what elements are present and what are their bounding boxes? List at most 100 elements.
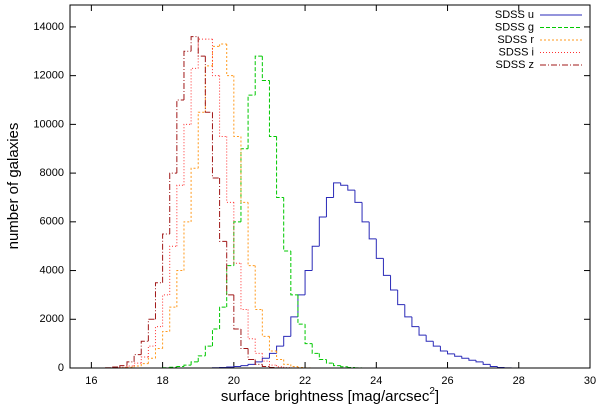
histogram-step	[233, 221, 241, 266]
histogram-step	[461, 356, 469, 359]
histogram-step	[354, 190, 363, 203]
histogram-step	[240, 365, 249, 367]
histogram-step	[190, 361, 199, 366]
x-axis-label: surface brightness [mag/arcsec2]	[221, 386, 439, 405]
histogram-step	[204, 65, 213, 113]
histogram-step	[176, 99, 184, 174]
histogram-step	[247, 363, 256, 366]
histogram-step	[261, 364, 270, 368]
histogram-step	[261, 309, 270, 337]
histogram-step	[211, 112, 220, 179]
histogram-step	[325, 359, 334, 364]
histogram-step	[190, 167, 199, 222]
histogram-step	[340, 182, 348, 186]
histogram-step	[325, 196, 334, 217]
histogram-step	[126, 365, 135, 368]
x-tick-label: 28	[513, 375, 525, 387]
histogram-step	[318, 353, 327, 360]
histogram-step	[382, 258, 391, 276]
histogram-step	[340, 365, 348, 368]
y-tick-label: 10000	[33, 118, 64, 130]
histogram-step	[176, 270, 184, 308]
histogram-step	[268, 366, 277, 369]
histogram-step	[133, 365, 142, 368]
histogram-step	[219, 177, 227, 242]
histogram-step	[140, 356, 149, 364]
histogram-step	[361, 202, 370, 223]
histogram-step	[261, 353, 270, 362]
histogram-step	[439, 346, 448, 352]
histogram-step	[233, 202, 241, 264]
legend-label: SDSS z	[495, 59, 534, 71]
histogram-step	[183, 221, 192, 271]
histogram-step	[276, 345, 284, 354]
x-tick-label: 16	[85, 375, 97, 387]
histogram-step	[333, 363, 341, 367]
x-axis-label-superscript: 2	[429, 386, 435, 397]
histogram-step	[226, 241, 234, 296]
histogram-step	[468, 358, 477, 361]
histogram-step	[147, 345, 156, 358]
histogram-step	[183, 50, 192, 101]
histogram-step	[176, 184, 184, 247]
histogram-step	[347, 366, 355, 369]
histogram-step	[261, 56, 270, 82]
histogram-step	[226, 265, 234, 308]
histogram-step	[411, 316, 420, 328]
histogram-step	[190, 67, 199, 125]
histogram-step	[211, 328, 220, 347]
histogram-step	[119, 365, 127, 368]
histogram-step	[219, 43, 227, 47]
histogram-step	[297, 294, 306, 317]
histogram-step	[368, 221, 377, 240]
histogram-step	[268, 361, 277, 366]
histogram-step	[190, 36, 199, 52]
histogram-step	[254, 265, 263, 311]
histogram-step	[197, 355, 206, 362]
histogram-step	[276, 136, 284, 198]
x-tick-label: 24	[370, 375, 382, 387]
x-tick-label: 30	[584, 375, 596, 387]
histogram-step	[254, 55, 263, 96]
y-axis-label: number of galaxies	[5, 123, 22, 250]
histogram-step	[276, 365, 284, 368]
histogram-step	[254, 338, 263, 354]
y-tick-label: 0	[58, 362, 64, 374]
histogram-step	[454, 353, 462, 357]
histogram-step	[211, 45, 220, 66]
legend-label: SDSS r	[497, 34, 534, 46]
histogram-step	[162, 294, 170, 327]
histogram-step	[240, 136, 249, 203]
histogram-step	[475, 360, 484, 363]
legend-label: SDSS g	[495, 21, 534, 33]
histogram-step	[247, 94, 256, 149]
histogram-step	[126, 361, 135, 366]
histogram-step	[447, 350, 455, 355]
histogram-step	[154, 282, 163, 320]
histogram-step	[211, 39, 220, 77]
histogram-step	[247, 348, 256, 360]
y-tick-label: 6000	[40, 216, 64, 228]
histogram-step	[333, 182, 341, 198]
histogram-step	[290, 364, 298, 368]
histogram-step	[390, 275, 398, 291]
histogram-step	[147, 357, 156, 364]
histogram-step	[432, 341, 441, 347]
y-tick-label: 8000	[40, 167, 64, 179]
histogram-step	[304, 270, 313, 295]
x-tick-label: 20	[228, 375, 240, 387]
y-tick-label: 4000	[40, 264, 64, 276]
histogram-step	[489, 364, 498, 368]
x-tick-label: 18	[156, 375, 168, 387]
histogram-step	[169, 306, 177, 332]
histogram-step	[268, 336, 277, 352]
x-tick-label: 26	[441, 375, 453, 387]
histogram-step	[290, 251, 298, 296]
histogram-step	[176, 366, 184, 368]
x-axis-label-text: surface brightness [mag/arcsec	[221, 388, 430, 405]
histogram-step	[496, 366, 505, 369]
y-tick-label: 14000	[33, 21, 64, 33]
legend-label: SDSS i	[499, 46, 534, 58]
histogram-step	[268, 80, 277, 138]
